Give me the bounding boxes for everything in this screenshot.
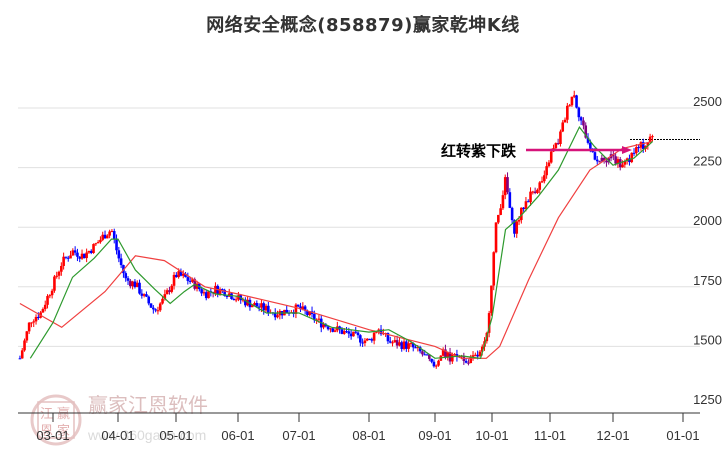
svg-text:家: 家 <box>57 423 70 439</box>
short-moving-average-line <box>29 125 654 359</box>
svg-text:恩: 恩 <box>40 424 53 439</box>
x-tick-label: 07-01 <box>282 428 315 443</box>
long-moving-average-line <box>19 140 653 359</box>
chart-title: 网络安全概念(858879)赢家乾坤K线 <box>206 15 520 36</box>
y-tick-label: 1250 <box>693 392 722 407</box>
x-tick-label: 12-01 <box>596 428 629 443</box>
x-tick-label: 08-01 <box>352 428 385 443</box>
annotation: 红转紫下跌 <box>441 142 632 160</box>
gridlines <box>18 107 700 347</box>
x-tick-label: 05-01 <box>159 428 192 443</box>
y-tick-label: 2500 <box>693 94 722 109</box>
candlesticks <box>18 90 654 369</box>
y-tick-label: 1750 <box>693 273 722 288</box>
y-tick-label: 2250 <box>693 154 722 169</box>
y-tick-label: 1500 <box>693 332 722 347</box>
y-axis: 1250 1500 1750 2000 2250 2500 <box>693 94 722 407</box>
y-tick-label: 2000 <box>693 213 722 228</box>
x-tick-label: 04-01 <box>101 428 134 443</box>
x-tick-label: 09-01 <box>418 428 451 443</box>
svg-text:赢: 赢 <box>57 406 70 422</box>
x-tick-label: 01-01 <box>666 428 699 443</box>
x-axis: 03-01 04-01 05-01 06-01 07-01 08-01 09-01 10-01… <box>36 413 700 443</box>
x-tick-label: 11-01 <box>534 428 566 443</box>
x-tick-label: 10-01 <box>475 428 508 443</box>
x-tick-label: 03-01 <box>36 428 69 443</box>
svg-text:江: 江 <box>40 407 53 422</box>
x-tick-label: 06-01 <box>221 428 254 443</box>
annotation-label: 红转紫下跌 <box>441 142 517 160</box>
watermark-url: www.360gann.com <box>87 427 206 443</box>
